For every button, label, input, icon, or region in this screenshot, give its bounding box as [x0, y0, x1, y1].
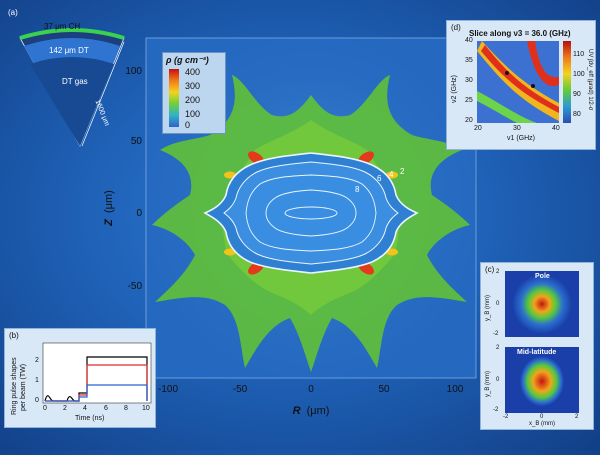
- panel-d-ytick: 30: [465, 77, 473, 84]
- panel-a-target: (a) 37 μm CH 142 μm DT DT gas 1600 μm: [4, 4, 134, 154]
- panel-b-ytick: 0: [35, 397, 39, 404]
- panel-b-xtick: 4: [83, 405, 87, 412]
- y-tick-label: 0: [136, 208, 142, 219]
- panel-d-xtick: 30: [513, 125, 521, 132]
- panel-b-xtick: 0: [43, 405, 47, 412]
- panel-d-ytick: 25: [465, 97, 473, 104]
- panel-c-tag: (c): [485, 265, 495, 274]
- colorbar-tick: 300: [185, 81, 201, 91]
- panel-b-ytick: 1: [35, 377, 39, 384]
- core-contours: [203, 152, 419, 274]
- panel-c-bottom-plot: [505, 347, 579, 413]
- y-tick-label: -50: [128, 281, 143, 292]
- panel-d-xtick: 40: [552, 125, 560, 132]
- panel-b-xtick: 8: [124, 405, 128, 412]
- panel-d-xtick: 20: [474, 125, 482, 132]
- panel-c-xtick: 2: [575, 414, 579, 420]
- contour-label-8: 8: [355, 185, 360, 194]
- core-label: DT gas: [62, 77, 88, 86]
- panel-d-cbar-tick: 100: [573, 71, 585, 78]
- contour-label-6: 6: [377, 174, 382, 183]
- panel-c-xtick: 0: [540, 414, 544, 420]
- panel-d-ylabel: ν2 (GHz): [451, 75, 458, 103]
- x-tick-label: 100: [447, 384, 464, 395]
- density-colorbar: ρ (g cm⁻³) 400 300 200 100 0: [162, 52, 226, 134]
- contour-label-2: 2: [400, 167, 405, 176]
- x-tick-label: 50: [378, 384, 390, 395]
- y-axis: 100 50 0 -50 Z (μm): [103, 66, 142, 292]
- x-axis: -100 -50 0 50 100 R (μm): [158, 384, 464, 417]
- panel-c-top-plot: [505, 271, 579, 337]
- panel-c-beamspots: (c) Pole Mid-latitude y_B (mm) y_B (mm) …: [480, 262, 594, 430]
- panel-c-ylabel-top: y_B (mm): [485, 295, 491, 321]
- x-tick-label: -50: [233, 384, 248, 395]
- colorbar-tick: 200: [185, 95, 201, 105]
- y-tick-label: 50: [131, 136, 143, 147]
- panel-d-colorbar-label: UV ∫dν_eff (µrad) 1/2-σ: [587, 49, 593, 111]
- panel-b-tag: (b): [9, 331, 19, 340]
- panel-b-pulses: (b) Ring pulse shapes per beam (TW) 0 1 …: [4, 328, 156, 428]
- panel-b-xlabel: Time (ns): [75, 415, 105, 422]
- panel-b-ytick: 2: [35, 357, 39, 364]
- panel-c-ytick: -2: [493, 331, 499, 337]
- panel-d-title: Slice along ν3 = 36.0 (GHz): [469, 29, 571, 38]
- x-tick-label: -100: [158, 384, 178, 395]
- panel-b-xtick: 10: [142, 405, 150, 412]
- panel-c-bottom-title: Mid-latitude: [517, 349, 557, 356]
- panel-c-ytick: 0: [496, 301, 500, 307]
- colorbar-tick: 100: [185, 109, 201, 119]
- panel-d-xlabel: ν1 (GHz): [507, 135, 535, 142]
- panel-d-ytick: 20: [465, 117, 473, 124]
- panel-c-top-title: Pole: [535, 273, 550, 280]
- x-tick-label: 0: [308, 384, 314, 395]
- outer-layer-label: 37 μm CH: [44, 22, 81, 31]
- panel-d-cbar-tick: 90: [573, 91, 581, 98]
- panel-c-ytick: -2: [493, 407, 499, 413]
- colorbar-gradient: [169, 69, 179, 127]
- colorbar-title: ρ (g cm⁻³): [166, 55, 209, 65]
- panel-d-colorbar: [563, 41, 571, 123]
- panel-d-tag: (d): [451, 23, 461, 32]
- panel-d-ytick: 35: [465, 57, 473, 64]
- panel-d-slice: (d) Slice along ν3 = 36.0 (GHz) 110 100 …: [446, 20, 596, 150]
- colorbar-tick: 400: [185, 67, 201, 77]
- y-axis-title: Z (μm): [103, 190, 115, 227]
- panel-d-ytick: 40: [465, 37, 473, 44]
- panel-c-ytick: 2: [496, 345, 500, 351]
- panel-c-xtick: -2: [503, 414, 509, 420]
- colorbar-tick: 0: [185, 120, 191, 130]
- panel-c-xlabel: x_B (mm): [529, 421, 555, 427]
- panel-b-xtick: 6: [104, 405, 108, 412]
- x-axis-title: R (μm): [293, 405, 330, 417]
- panel-b-xtick: 2: [63, 405, 67, 412]
- contour-label-4: 4: [389, 170, 394, 179]
- panel-c-ytick: 0: [496, 377, 500, 383]
- panel-d-cbar-tick: 80: [573, 111, 581, 118]
- middle-layer-label: 142 μm DT: [49, 46, 89, 55]
- contour-labels: 8 6 4 2: [355, 167, 405, 194]
- panel-a-tag: (a): [8, 8, 18, 17]
- panel-c-ylabel-bottom: y_B (mm): [485, 371, 491, 397]
- panel-c-ytick: 2: [496, 269, 500, 275]
- y-tick-label: 100: [125, 66, 142, 77]
- panel-d-cbar-tick: 110: [573, 51, 585, 58]
